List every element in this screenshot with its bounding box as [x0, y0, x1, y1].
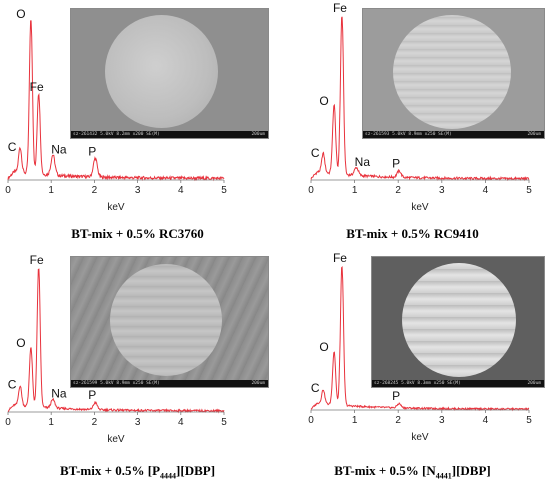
x-tick-label: 3	[135, 185, 141, 196]
sem-particle	[393, 15, 511, 129]
peak-label: Fe	[333, 251, 347, 265]
x-tick-label: 4	[483, 415, 489, 426]
spectrum-line	[310, 266, 530, 412]
x-tick-label: 1	[352, 415, 358, 426]
peak-label: Fe	[333, 1, 347, 15]
panel-caption: BT-mix + 0.5% [N4441][DBP]	[334, 463, 491, 481]
peak-label: P	[88, 388, 96, 402]
sem-scale-label: 200um	[527, 132, 541, 137]
sem-micrograph: sz-261432 5.0kV 8.2mm x200 SE(M) 200um	[70, 8, 269, 139]
peak-label: C	[8, 140, 17, 154]
x-tick-label: 2	[395, 415, 401, 426]
x-tick-label: 4	[483, 185, 489, 196]
eds-spectrum-chart: 0 1 2 3 4 5 keV C O Fe Na P	[5, 7, 227, 213]
peak-label: O	[319, 94, 328, 108]
sem-micrograph: sz-261593 5.0kV 8.9mm x250 SE(M) 200um	[362, 8, 545, 139]
sem-info-bar: sz-261432 5.0kV 8.2mm x200 SE(M)	[71, 131, 268, 138]
x-tick-label: 2	[395, 185, 401, 196]
sem-scale-label: 200um	[527, 381, 541, 386]
sem-particle	[105, 15, 218, 128]
eds-spectrum-chart: 0 1 2 3 4 5 keV C O Fe Na P	[308, 1, 532, 213]
x-tick-label: 3	[439, 185, 445, 196]
sem-info-bar: sz-268245 5.0kV 8.3mm x250 SE(M)	[372, 380, 544, 387]
x-tick-label: 5	[526, 185, 532, 196]
peak-label: P	[88, 144, 96, 158]
peak-label: O	[16, 336, 25, 350]
peak-label: P	[392, 157, 400, 171]
spectrum-line	[310, 16, 530, 182]
peak-label: C	[8, 377, 17, 391]
x-tick-label: 0	[5, 417, 11, 428]
peak-label: Fe	[30, 253, 44, 267]
x-tick-label: 5	[221, 417, 227, 428]
panel-caption: BT-mix + 0.5% RC3760	[71, 226, 204, 241]
peak-label: Na	[355, 155, 371, 169]
sem-particle	[402, 263, 516, 377]
x-tick-label: 3	[439, 415, 445, 426]
sem-info-bar: sz-261593 5.0kV 8.9mm x250 SE(M)	[363, 131, 544, 138]
sem-scale-label: 200um	[251, 381, 265, 386]
x-axis-label: keV	[107, 434, 125, 445]
x-tick-label: 0	[308, 185, 314, 196]
spectrum-line	[7, 268, 225, 414]
peak-label: Na	[51, 387, 67, 401]
eds-panel-rc3760: 0 1 2 3 4 5 keV C O Fe Na P sz-261432 5.0kV 8.2mm x…	[0, 0, 275, 242]
sem-scale-label: 200um	[251, 132, 265, 137]
x-tick-label: 5	[221, 185, 227, 196]
panel-caption: BT-mix + 0.5% RC9410	[346, 226, 479, 241]
x-tick-label: 1	[352, 185, 358, 196]
x-tick-label: 0	[308, 415, 314, 426]
x-tick-label: 2	[92, 185, 98, 196]
x-tick-label: 0	[5, 185, 11, 196]
x-tick-label: 2	[92, 417, 98, 428]
panel-caption: BT-mix + 0.5% [P4444][DBP]	[59, 463, 216, 481]
eds-panel-rc9410: 0 1 2 3 4 5 keV C O Fe Na P sz-261593 5.0kV 8.9mm x…	[275, 0, 550, 242]
eds-spectrum-chart: 0 1 2 3 4 5 keV C O Fe P	[308, 251, 532, 443]
sem-micrograph: sz-268245 5.0kV 8.3mm x250 SE(M) 200um	[371, 256, 545, 388]
x-tick-label: 4	[178, 417, 184, 428]
peak-label: Na	[51, 143, 67, 157]
x-axis-label: keV	[107, 202, 125, 213]
x-tick-label: 1	[48, 185, 54, 196]
peak-label: Fe	[30, 80, 44, 94]
x-tick-label: 5	[526, 415, 532, 426]
x-tick-label: 1	[48, 417, 54, 428]
eds-panel-p4444-dbp: 0 1 2 3 4 5 keV C O Fe Na P sz-261599 5.0kV 8.9mm x…	[0, 242, 275, 484]
peak-label: C	[311, 381, 320, 395]
peak-label: P	[392, 389, 400, 403]
x-axis-label: keV	[411, 202, 429, 213]
x-tick-label: 3	[135, 417, 141, 428]
peak-label: O	[319, 340, 328, 354]
peak-label: C	[311, 146, 320, 160]
sem-particle	[110, 264, 222, 376]
x-axis-label: keV	[411, 432, 429, 443]
x-tick-label: 4	[178, 185, 184, 196]
spectrum-line	[7, 20, 225, 182]
eds-panel-n4441-dbp: 0 1 2 3 4 5 keV C O Fe P sz-268245 5.0kV 8.3mm x25…	[275, 242, 550, 484]
sem-micrograph: sz-261599 5.0kV 8.9mm x250 SE(M) 200um	[70, 256, 269, 388]
sem-info-bar: sz-261599 5.0kV 8.9mm x250 SE(M)	[71, 380, 268, 387]
eds-spectrum-chart: 0 1 2 3 4 5 keV C O Fe Na P	[5, 253, 227, 445]
peak-label: O	[16, 7, 25, 21]
